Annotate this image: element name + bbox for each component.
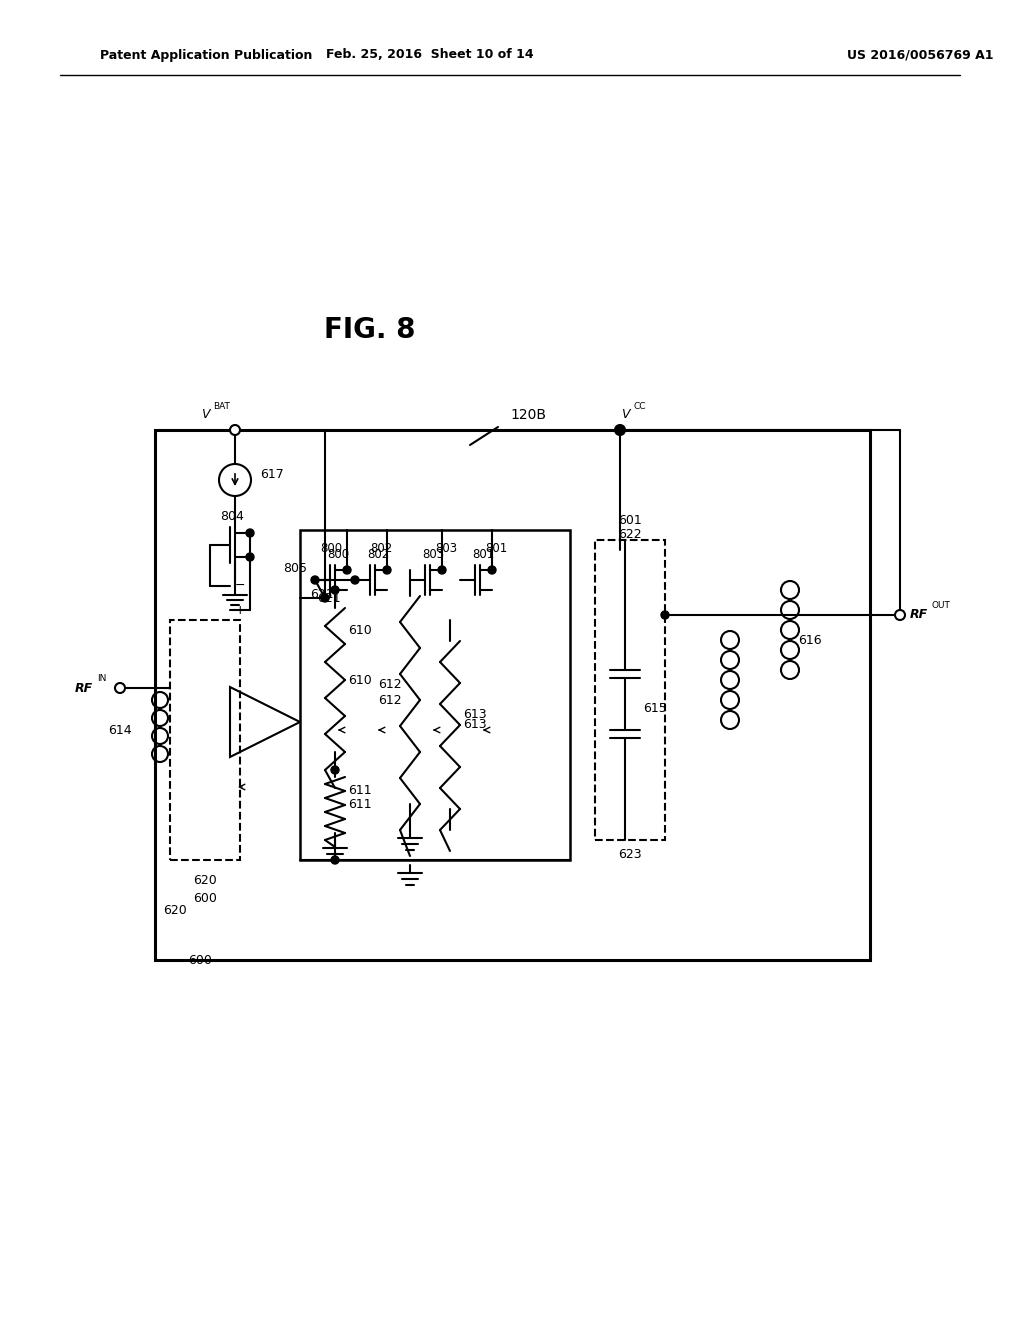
Circle shape <box>219 465 251 496</box>
Text: 600: 600 <box>188 953 212 966</box>
Text: 613: 613 <box>463 709 486 722</box>
Circle shape <box>438 566 446 574</box>
Circle shape <box>895 610 905 620</box>
Text: 120B: 120B <box>510 408 546 422</box>
Text: V: V <box>621 408 630 421</box>
Text: +: + <box>234 605 246 618</box>
Text: RF: RF <box>75 681 93 694</box>
Circle shape <box>331 586 339 594</box>
Text: 611: 611 <box>348 799 372 812</box>
Circle shape <box>331 766 339 774</box>
Text: 801: 801 <box>485 541 507 554</box>
Circle shape <box>343 566 351 574</box>
Circle shape <box>246 553 254 561</box>
Circle shape <box>616 426 624 434</box>
Text: 600: 600 <box>194 891 217 904</box>
Text: 621: 621 <box>310 589 334 602</box>
Text: OUT: OUT <box>932 601 951 610</box>
Circle shape <box>351 576 359 583</box>
Text: 610: 610 <box>348 623 372 636</box>
Text: CC: CC <box>633 403 645 411</box>
Text: 617: 617 <box>260 469 284 482</box>
Circle shape <box>331 855 339 865</box>
Circle shape <box>383 566 391 574</box>
Circle shape <box>615 425 625 436</box>
Text: 803: 803 <box>422 549 444 561</box>
Text: V: V <box>201 408 209 421</box>
Circle shape <box>662 611 669 619</box>
Text: 802: 802 <box>370 541 392 554</box>
Text: US 2016/0056769 A1: US 2016/0056769 A1 <box>847 49 993 62</box>
Circle shape <box>488 566 496 574</box>
Text: 620: 620 <box>194 874 217 887</box>
Text: BAT: BAT <box>213 403 229 411</box>
Text: 622: 622 <box>618 528 642 541</box>
Text: Patent Application Publication: Patent Application Publication <box>100 49 312 62</box>
Text: FIG. 8: FIG. 8 <box>325 315 416 345</box>
Text: 803: 803 <box>435 541 457 554</box>
Text: 613: 613 <box>463 718 486 731</box>
Text: RF: RF <box>910 609 928 622</box>
Text: 620: 620 <box>163 903 186 916</box>
Bar <box>300 531 570 861</box>
Circle shape <box>230 425 240 436</box>
Circle shape <box>115 682 125 693</box>
Text: 801: 801 <box>472 549 495 561</box>
Text: 802: 802 <box>367 549 389 561</box>
Text: 616: 616 <box>798 634 822 647</box>
Bar <box>595 540 665 840</box>
Text: 623: 623 <box>618 849 642 862</box>
Text: −: − <box>234 578 246 591</box>
Text: 614: 614 <box>109 723 132 737</box>
Text: Feb. 25, 2016  Sheet 10 of 14: Feb. 25, 2016 Sheet 10 of 14 <box>327 49 534 62</box>
Text: 804: 804 <box>220 511 244 524</box>
Text: 612: 612 <box>378 693 401 706</box>
Text: 621: 621 <box>317 591 341 605</box>
Circle shape <box>246 529 254 537</box>
Text: 615: 615 <box>643 701 667 714</box>
Circle shape <box>321 594 329 602</box>
Text: IN: IN <box>97 675 106 682</box>
Text: 601: 601 <box>618 513 642 527</box>
Text: 805: 805 <box>283 561 307 574</box>
Text: 612: 612 <box>378 678 401 692</box>
Text: 800: 800 <box>319 541 342 554</box>
Circle shape <box>311 576 319 583</box>
Text: 611: 611 <box>348 784 372 796</box>
Bar <box>155 430 870 960</box>
Text: 610: 610 <box>348 673 372 686</box>
Text: 800: 800 <box>327 549 349 561</box>
Bar <box>170 620 240 861</box>
